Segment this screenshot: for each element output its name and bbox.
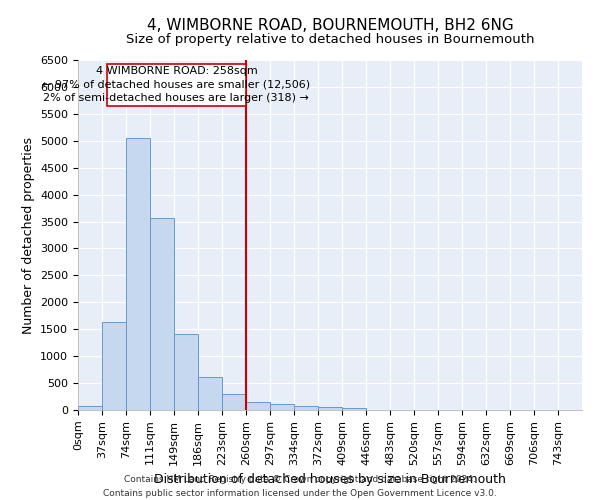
Text: Size of property relative to detached houses in Bournemouth: Size of property relative to detached ho… (126, 32, 534, 46)
Y-axis label: Number of detached properties: Number of detached properties (22, 136, 35, 334)
Text: 2% of semi-detached houses are larger (318) →: 2% of semi-detached houses are larger (3… (43, 93, 310, 103)
Bar (342, 408, 366, 410)
Bar (318, 407, 342, 410)
X-axis label: Distribution of detached houses by size in Bournemouth: Distribution of detached houses by size … (154, 473, 506, 486)
Text: 4 WIMBORNE ROAD: 258sqm: 4 WIMBORNE ROAD: 258sqm (95, 66, 257, 76)
Bar (78, 406, 102, 410)
FancyBboxPatch shape (107, 64, 246, 106)
Bar (270, 404, 294, 410)
Bar (246, 402, 270, 410)
Bar (174, 334, 198, 410)
Bar (222, 394, 246, 410)
Text: Contains HM Land Registry data © Crown copyright and database right 2024.
Contai: Contains HM Land Registry data © Crown c… (103, 476, 497, 498)
Bar (294, 406, 318, 410)
Text: ← 97% of detached houses are smaller (12,506): ← 97% of detached houses are smaller (12… (43, 80, 310, 90)
Text: 4, WIMBORNE ROAD, BOURNEMOUTH, BH2 6NG: 4, WIMBORNE ROAD, BOURNEMOUTH, BH2 6NG (146, 18, 514, 32)
Bar (150, 218, 174, 410)
Bar (126, 138, 150, 410)
Bar (102, 322, 126, 410)
Bar (198, 376, 222, 410)
